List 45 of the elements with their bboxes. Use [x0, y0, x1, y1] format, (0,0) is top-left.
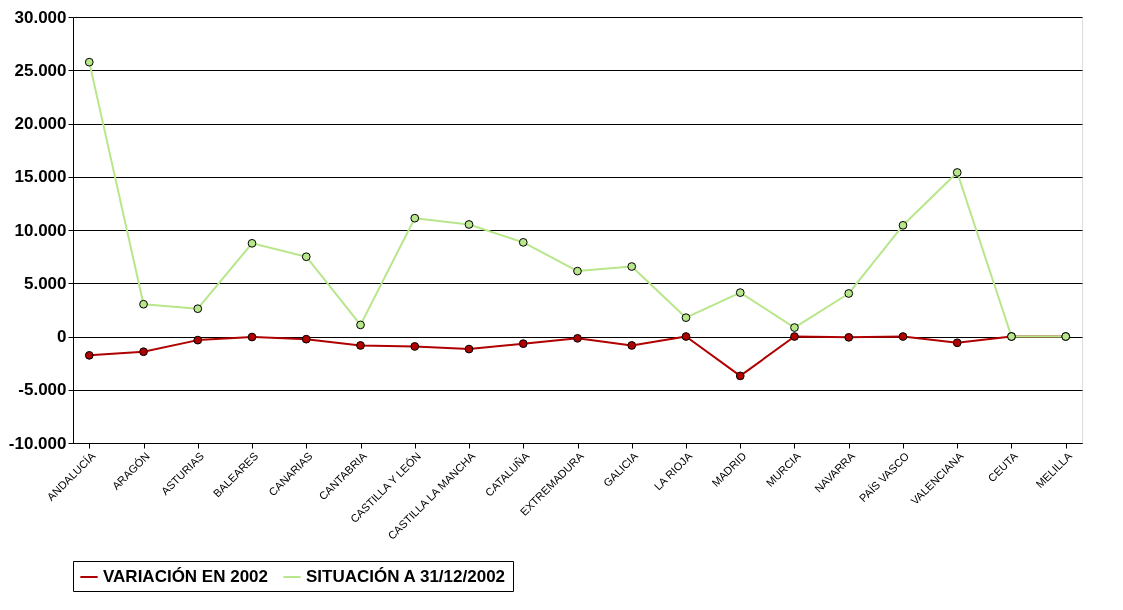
y-tick-label: 0 [57, 327, 67, 346]
point [844, 289, 854, 298]
point [627, 262, 637, 271]
point [247, 332, 257, 342]
point [518, 339, 528, 348]
point [301, 334, 311, 344]
point [681, 313, 691, 323]
point [790, 332, 799, 341]
legend-label: SITUACIÓN A 31/12/2002 [306, 567, 506, 586]
point [247, 238, 257, 248]
point [844, 332, 854, 342]
point [735, 288, 745, 297]
y-tick-label: -5.000 [18, 380, 67, 400]
point [301, 252, 311, 262]
point [627, 341, 637, 350]
point [681, 332, 691, 341]
point [952, 168, 962, 177]
point [410, 342, 420, 351]
y-tick-label: 25.000 [14, 60, 67, 80]
legend-label: VARIACIÓN EN 2002 [103, 567, 269, 586]
point [573, 333, 582, 343]
point [518, 237, 528, 247]
point [898, 220, 908, 230]
point [193, 335, 203, 345]
point [464, 220, 474, 229]
point [193, 304, 203, 314]
y-tick-label: 15.000 [14, 167, 67, 187]
point [84, 350, 94, 360]
point [464, 344, 474, 354]
point [139, 347, 148, 357]
point [356, 320, 365, 330]
y-tick-label: -10.000 [8, 433, 67, 453]
y-tick-label: 30.000 [14, 7, 67, 27]
y-tick-label: 5.000 [23, 273, 67, 293]
point [356, 341, 365, 350]
point [410, 213, 420, 223]
point [139, 299, 148, 309]
point [898, 332, 908, 341]
point [790, 323, 799, 332]
y-tick-label: 10.000 [14, 220, 67, 240]
point [735, 371, 745, 381]
point [952, 338, 962, 348]
point [573, 266, 582, 276]
y-tick-label: 20.000 [14, 114, 67, 133]
point [84, 57, 94, 67]
